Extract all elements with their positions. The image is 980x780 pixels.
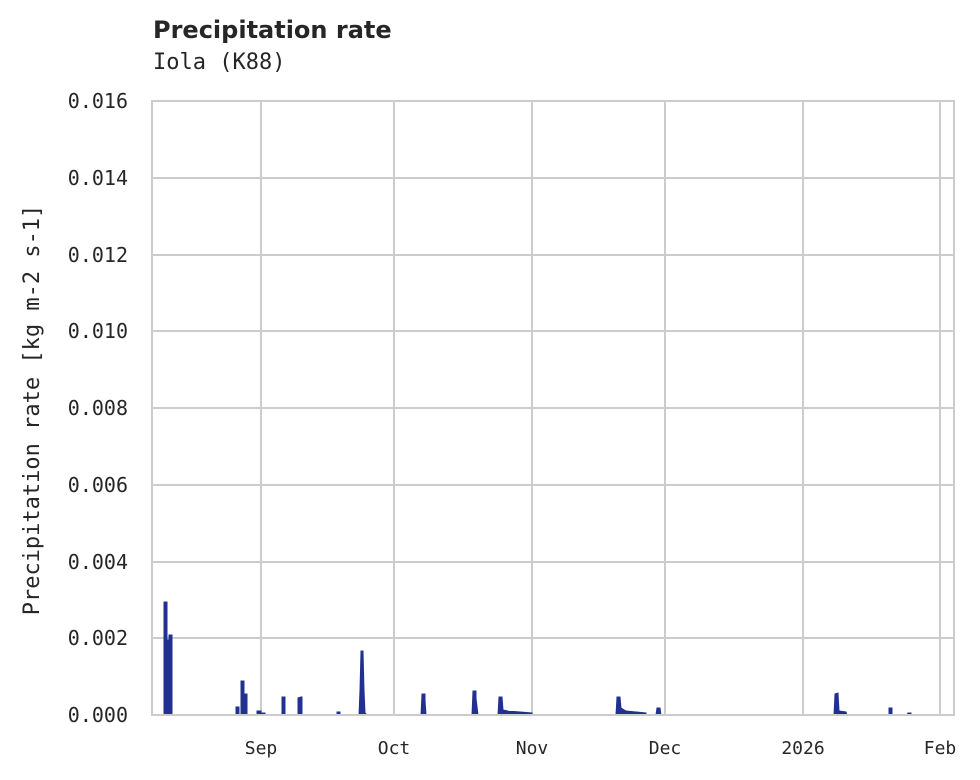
x-tick: Feb (924, 738, 957, 759)
y-tick: 0.014 (68, 166, 128, 190)
y-axis-label: Precipitation rate [kg m-2 s-1] (20, 205, 45, 616)
chart-title: Precipitation rate (153, 16, 392, 44)
y-tick: 0.004 (68, 550, 128, 574)
y-tick: 0.008 (68, 396, 128, 420)
x-tick: Sep (245, 738, 278, 759)
x-tick: Nov (516, 738, 549, 759)
precipitation-series (163, 601, 912, 716)
y-gridlines (152, 100, 954, 639)
y-tick: 0.000 (68, 703, 128, 727)
y-tick: 0.016 (68, 89, 128, 113)
y-tick: 0.010 (68, 319, 128, 343)
x-gridlines (260, 101, 941, 715)
x-tick: 2026 (781, 738, 824, 759)
chart-subtitle: Iola (K88) (153, 50, 286, 75)
y-axis-ticks: 0.000 0.002 0.004 0.006 0.008 0.010 0.01… (68, 89, 128, 727)
y-tick: 0.006 (68, 473, 128, 497)
x-axis-ticks: Sep Oct Nov Dec 2026 Feb (245, 738, 957, 759)
plot-frame (151, 100, 955, 716)
y-tick: 0.012 (68, 243, 128, 267)
x-tick: Dec (649, 738, 682, 759)
x-tick: Oct (378, 738, 411, 759)
y-tick: 0.002 (68, 626, 128, 650)
